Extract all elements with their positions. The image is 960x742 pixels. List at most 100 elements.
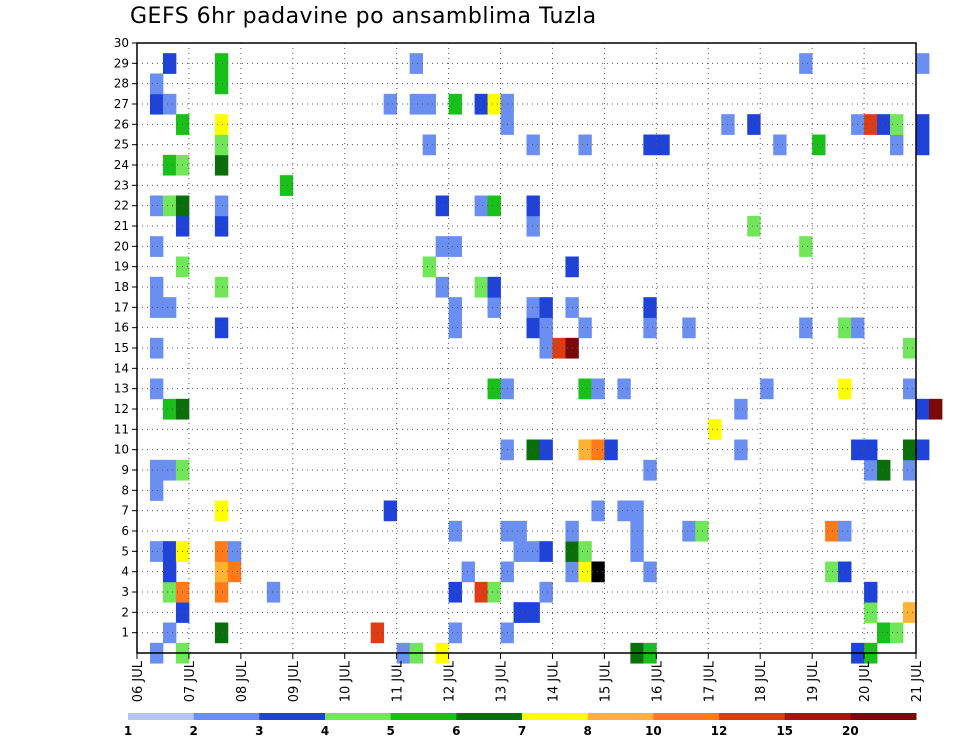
heatmap-cell (656, 134, 670, 156)
heatmap-cell (877, 459, 891, 481)
heatmap-cell (695, 520, 709, 542)
heatmap-cell (539, 581, 553, 603)
y-tick-label: 28 (114, 77, 129, 91)
heatmap-cell (825, 520, 839, 542)
y-tick-label: 26 (114, 117, 129, 131)
heatmap-cell (162, 581, 177, 603)
colorbar-label: 6 (452, 724, 460, 738)
heatmap-cell (214, 195, 229, 217)
heatmap-cell (513, 602, 527, 623)
heatmap-cell (487, 297, 501, 318)
x-tick-label: 06 JUL (131, 660, 146, 702)
x-tick-label: 07 JUL (183, 660, 198, 702)
heatmap-cell (214, 73, 229, 95)
heatmap-cell (487, 581, 501, 603)
heatmap-cell (227, 541, 242, 562)
heatmap-cell (266, 581, 281, 603)
heatmap-cell (149, 195, 164, 217)
heatmap-cell (162, 541, 177, 562)
y-tick-label: 17 (114, 300, 129, 314)
heatmap-cell (149, 73, 164, 95)
heatmap-cell (539, 337, 553, 359)
heatmap-cell (149, 297, 164, 318)
colorbar-label: 15 (776, 724, 793, 738)
heatmap-cell (916, 114, 930, 135)
heatmap-cell (773, 134, 787, 156)
heatmap-cell (526, 215, 540, 237)
y-tick-label: 6 (121, 524, 129, 538)
heatmap-cell (747, 215, 761, 237)
heatmap-cell (422, 256, 437, 278)
heatmap-cell (214, 500, 229, 522)
heatmap-cell (149, 236, 164, 257)
heatmap-cell (890, 622, 904, 644)
heatmap-cell (760, 378, 774, 400)
colorbar-swatch (522, 713, 589, 720)
x-tick-label: 11 JUL (391, 660, 406, 702)
colorbar-swatch (653, 713, 720, 720)
heatmap-cell (526, 195, 540, 217)
x-tick-label: 19 JUL (806, 660, 821, 702)
heatmap-cell (149, 459, 164, 481)
heatmap-cell (799, 236, 813, 257)
heatmap-cell (422, 93, 437, 115)
heatmap-cell (383, 93, 398, 115)
colorbar-swatch (456, 713, 523, 720)
x-tick-label: 15 JUL (598, 660, 613, 702)
y-tick-label: 13 (114, 382, 129, 396)
heatmap-cell (448, 581, 462, 603)
x-tick-label: 13 JUL (495, 660, 510, 702)
heatmap-cell (539, 439, 553, 461)
heatmap-cell (877, 114, 891, 135)
heatmap-cell (162, 398, 177, 420)
heatmap-cell (214, 561, 229, 583)
heatmap-cell (591, 500, 605, 522)
heatmap-cell (591, 439, 605, 461)
heatmap-cell (214, 317, 229, 339)
heatmap-cell (448, 236, 462, 257)
heatmap-cell (487, 93, 501, 115)
y-tick-label: 5 (121, 544, 129, 558)
heatmap-cell (591, 561, 605, 583)
heatmap-cell (734, 439, 748, 461)
heatmap-cell (214, 276, 229, 298)
y-tick-label: 25 (114, 138, 129, 152)
heatmap-cell (747, 114, 761, 135)
heatmap-cell (617, 378, 631, 400)
y-tick-label: 10 (114, 443, 129, 457)
y-tick-label: 27 (114, 97, 129, 111)
y-tick-label: 23 (114, 178, 129, 192)
colorbar-swatch (259, 713, 326, 720)
heatmap-cell (526, 439, 540, 461)
heatmap-cell (474, 93, 488, 115)
y-tick-label: 9 (121, 463, 129, 477)
heatmap-cell (877, 622, 891, 644)
heatmap-cell (890, 114, 904, 135)
heatmap-cell (526, 134, 540, 156)
heatmap-cell (591, 378, 605, 400)
grid-lines (137, 42, 916, 653)
heatmap-cell (214, 622, 229, 644)
colorbar-swatch (193, 713, 260, 720)
heatmap-cell (643, 317, 657, 339)
heatmap-cell (461, 561, 475, 583)
x-tick-label: 20 JUL (858, 660, 873, 702)
y-tick-label: 12 (114, 402, 129, 416)
heatmap-cell (474, 581, 488, 603)
heatmap-cell (474, 195, 488, 217)
heatmap-cell (643, 561, 657, 583)
colorbar-label: 3 (255, 724, 263, 738)
heatmap-cell (578, 561, 592, 583)
chart-title: GEFS 6hr padavine po ansamblima Tuzla (130, 4, 597, 29)
heatmap-cell (578, 378, 592, 400)
heatmap-cell (864, 114, 878, 135)
x-tick-label: 08 JUL (235, 660, 250, 702)
colorbar-label: 5 (386, 724, 394, 738)
y-tick-label: 24 (114, 158, 129, 172)
heatmap-cell (214, 154, 229, 176)
heatmap-cell (162, 561, 177, 583)
y-tick-label: 3 (121, 585, 129, 599)
x-tick-label: 12 JUL (443, 660, 458, 702)
heatmap-cell (578, 439, 592, 461)
heatmap-cell (149, 378, 164, 400)
